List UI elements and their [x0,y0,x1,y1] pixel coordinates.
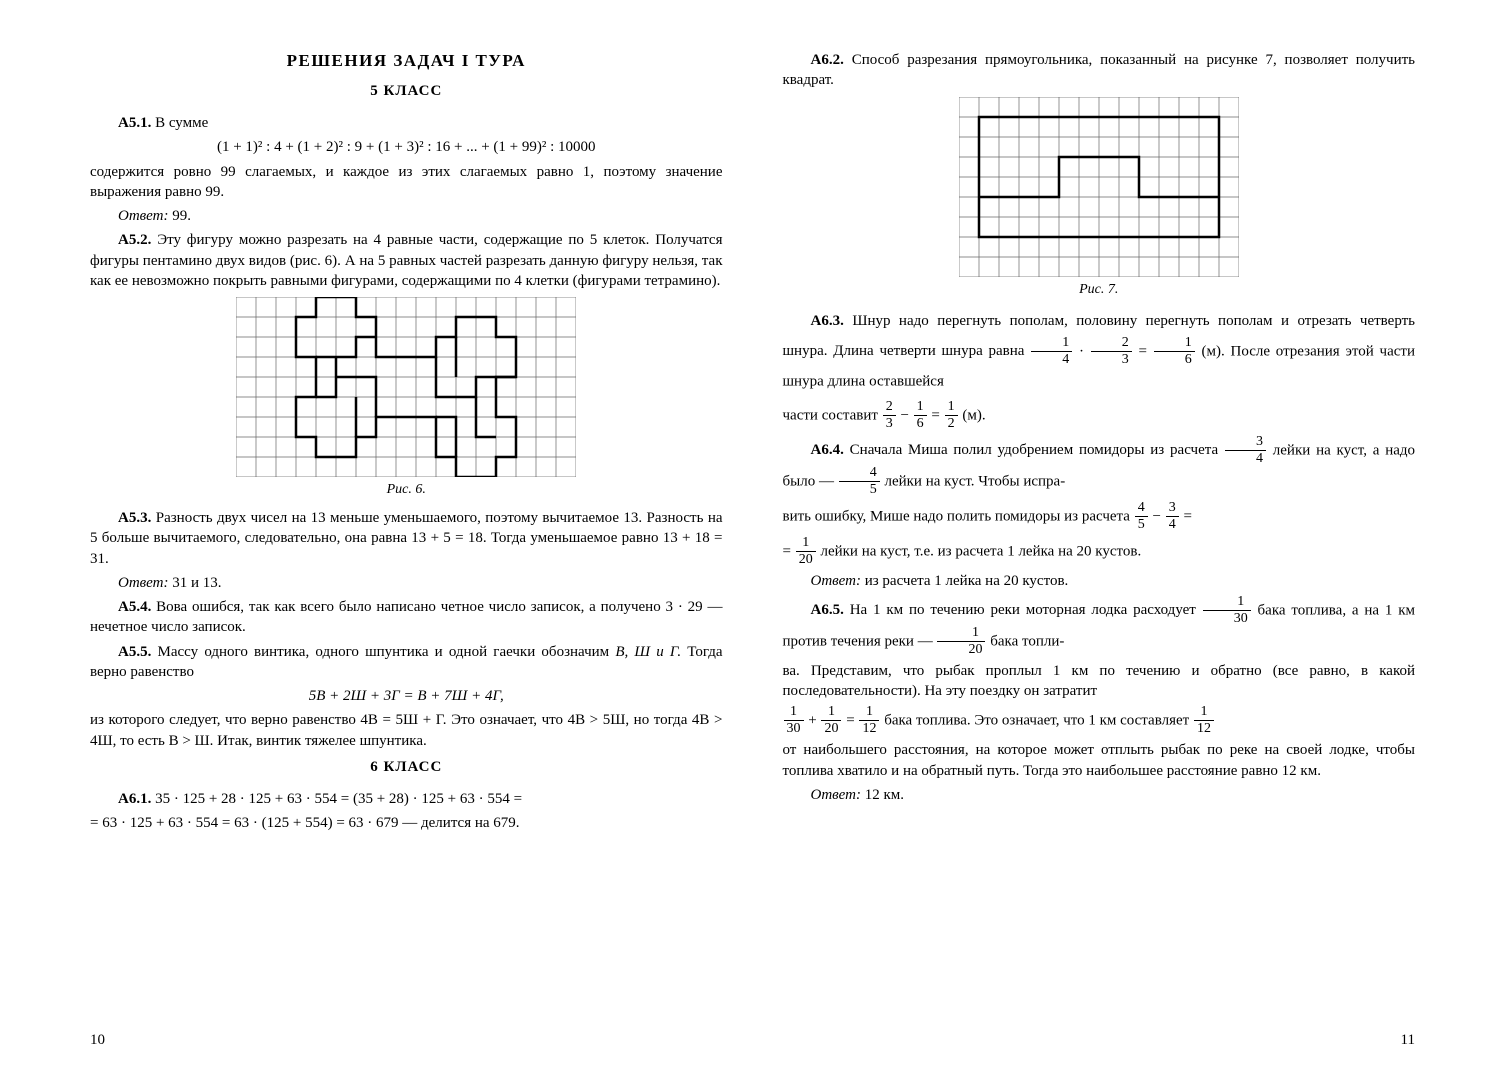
a62: А6.2. Способ разрезания прямоугольника, … [783,50,1416,91]
a64-p1a: Сначала Миша полил удобрением помидоры и… [850,442,1219,458]
a53-answer-val: 31 и 13. [172,575,221,591]
a52-body: Эту фигуру можно разрезать на 4 равные ч… [90,232,723,289]
frac-1-4: 14 [1031,336,1072,367]
a53-answer: Ответ: 31 и 13. [90,573,723,593]
frac-1-6: 16 [1154,336,1195,367]
fig6-caption: Рис. 6. [90,481,723,500]
a55-body1: Массу одного винтика, одного шпунтика и … [158,644,616,660]
a64-label: А6.4. [811,442,844,458]
a63-p2: части составит 23 − 16 = 12 (м). [783,400,1416,431]
a65-p1: А6.5. На 1 км по течению реки моторная л… [783,595,1416,657]
a64-p2a: вить ошибку, Мише надо полить помидоры и… [783,508,1130,524]
a55-label: А5.5. [118,644,151,660]
a64-p3b: лейки на куст, т.е. из расчета 1 лейка н… [820,543,1141,559]
a55-eq-text: 5В + 2Ш + 3Г = В + 7Ш + 4Г, [309,688,504,704]
a55-vars: В, Ш и Г. [615,644,681,660]
frac-1-12b: 112 [1194,705,1214,736]
frac-2-3b: 23 [883,400,896,431]
a63-p2a: части составит [783,407,878,423]
grade6-heading: 6 КЛАСС [90,757,723,777]
a61-line1: 35 · 125 + 28 · 125 + 63 · 554 = (35 + 2… [155,791,522,807]
fig6 [236,297,576,477]
a62-label: А6.2. [811,52,844,68]
a65-answer-val: 12 км. [865,787,904,803]
a63-p1: А6.3. Шнур надо перегнуть пополам, полов… [783,307,1416,395]
a65-label: А6.5. [811,602,844,618]
a65-p4: от наибольшего расстояния, на которое мо… [783,740,1416,781]
grade5-heading: 5 КЛАСС [90,81,723,101]
a53-body: Разность двух чисел на 13 меньше уменьша… [90,510,723,567]
a55-p1: А5.5. Массу одного винтика, одного шпунт… [90,642,723,683]
frac-3-4b: 34 [1166,501,1179,532]
a53: А5.3. Разность двух чисел на 13 меньше у… [90,508,723,569]
a61-label: А6.1. [118,791,151,807]
fig7 [959,97,1239,277]
a65-p1a: На 1 км по течению реки моторная лодка р… [850,602,1196,618]
page-left: РЕШЕНИЯ ЗАДАЧ I ТУРА 5 КЛАСС А5.1. В сум… [60,50,753,1050]
a51-label: А5.1. [118,115,151,131]
frac-1-2: 12 [945,400,958,431]
a65-answer-label: Ответ: [811,787,861,803]
a64-p1c: лейки на куст. Чтобы испра- [884,473,1065,489]
a65-p2: ва. Представим, что рыбак проплыл 1 км п… [783,661,1416,702]
frac-4-5b: 45 [1135,501,1148,532]
frac-3-4: 34 [1225,435,1266,466]
main-title: РЕШЕНИЯ ЗАДАЧ I ТУРА [90,50,723,73]
frac-1-30b: 130 [784,705,804,736]
a51-answer: Ответ: 99. [90,206,723,226]
frac-1-6b: 16 [914,400,927,431]
a55-eq: 5В + 2Ш + 3Г = В + 7Ш + 4Г, [90,686,723,706]
fig7-wrap [783,97,1416,277]
a65-p3: 130 + 120 = 112 бака топлива. Это означа… [783,705,1416,736]
a61-l2: = 63 · 125 + 63 · 554 = 63 · (125 + 554)… [90,813,723,833]
a65-p1c: бака топли- [990,633,1064,649]
a52-label: А5.2. [118,232,151,248]
a61-l1: А6.1. 35 · 125 + 28 · 125 + 63 · 554 = (… [90,789,723,809]
frac-2-3: 23 [1091,336,1132,367]
a64-p3: = 120 лейки на куст, т.е. из расчета 1 л… [783,536,1416,567]
a51-lead-text: В сумме [155,115,208,131]
a64-answer-label: Ответ: [811,573,861,589]
page-right: А6.2. Способ разрезания прямоугольника, … [753,50,1446,1050]
a64-p2: вить ошибку, Мише надо полить помидоры и… [783,501,1416,532]
a65-p3b: бака топлива. Это означает, что 1 км сос… [884,713,1189,729]
frac-1-30: 130 [1203,595,1251,626]
a54-body: Вова ошибся, так как всего было написано… [90,599,723,635]
a62-body: Способ разрезания прямоугольника, показа… [783,52,1416,88]
frac-1-20c: 120 [821,705,841,736]
a51-lead: А5.1. В сумме [90,113,723,133]
a51-answer-val: 99. [172,208,191,224]
a51-formula: (1 + 1)² : 4 + (1 + 2)² : 9 + (1 + 3)² :… [90,137,723,157]
page-num-right: 11 [783,1030,1416,1050]
frac-1-20: 120 [796,536,816,567]
a63-p2b: (м). [962,407,985,423]
fig7-caption: Рис. 7. [783,281,1416,300]
a64-p3a: = [783,543,791,559]
a63-label: А6.3. [811,313,844,329]
a53-answer-label: Ответ: [118,575,168,591]
a54: А5.4. Вова ошибся, так как всего было на… [90,597,723,638]
frac-1-12: 112 [859,705,879,736]
fig6-wrap [90,297,723,477]
a55-p2: из которого следует, что верно равенство… [90,710,723,751]
a55-body2: из которого следует, что верно равенство… [90,712,723,748]
a51-answer-label: Ответ: [118,208,168,224]
frac-1-20b: 120 [937,626,985,657]
a53-label: А5.3. [118,510,151,526]
a65-answer: Ответ: 12 км. [783,785,1416,805]
page-num-left: 10 [90,1030,723,1050]
a54-label: А5.4. [118,599,151,615]
a64-answer-val: из расчета 1 лейка на 20 кустов. [865,573,1069,589]
frac-4-5: 45 [839,466,880,497]
a51-body: содержится ровно 99 слагаемых, и каждое … [90,162,723,203]
a64-answer: Ответ: из расчета 1 лейка на 20 кустов. [783,571,1416,591]
a64-p1: А6.4. Сначала Миша полил удобрением поми… [783,435,1416,497]
a52: А5.2. Эту фигуру можно разрезать на 4 ра… [90,230,723,291]
page-spread: РЕШЕНИЯ ЗАДАЧ I ТУРА 5 КЛАСС А5.1. В сум… [0,0,1505,1080]
